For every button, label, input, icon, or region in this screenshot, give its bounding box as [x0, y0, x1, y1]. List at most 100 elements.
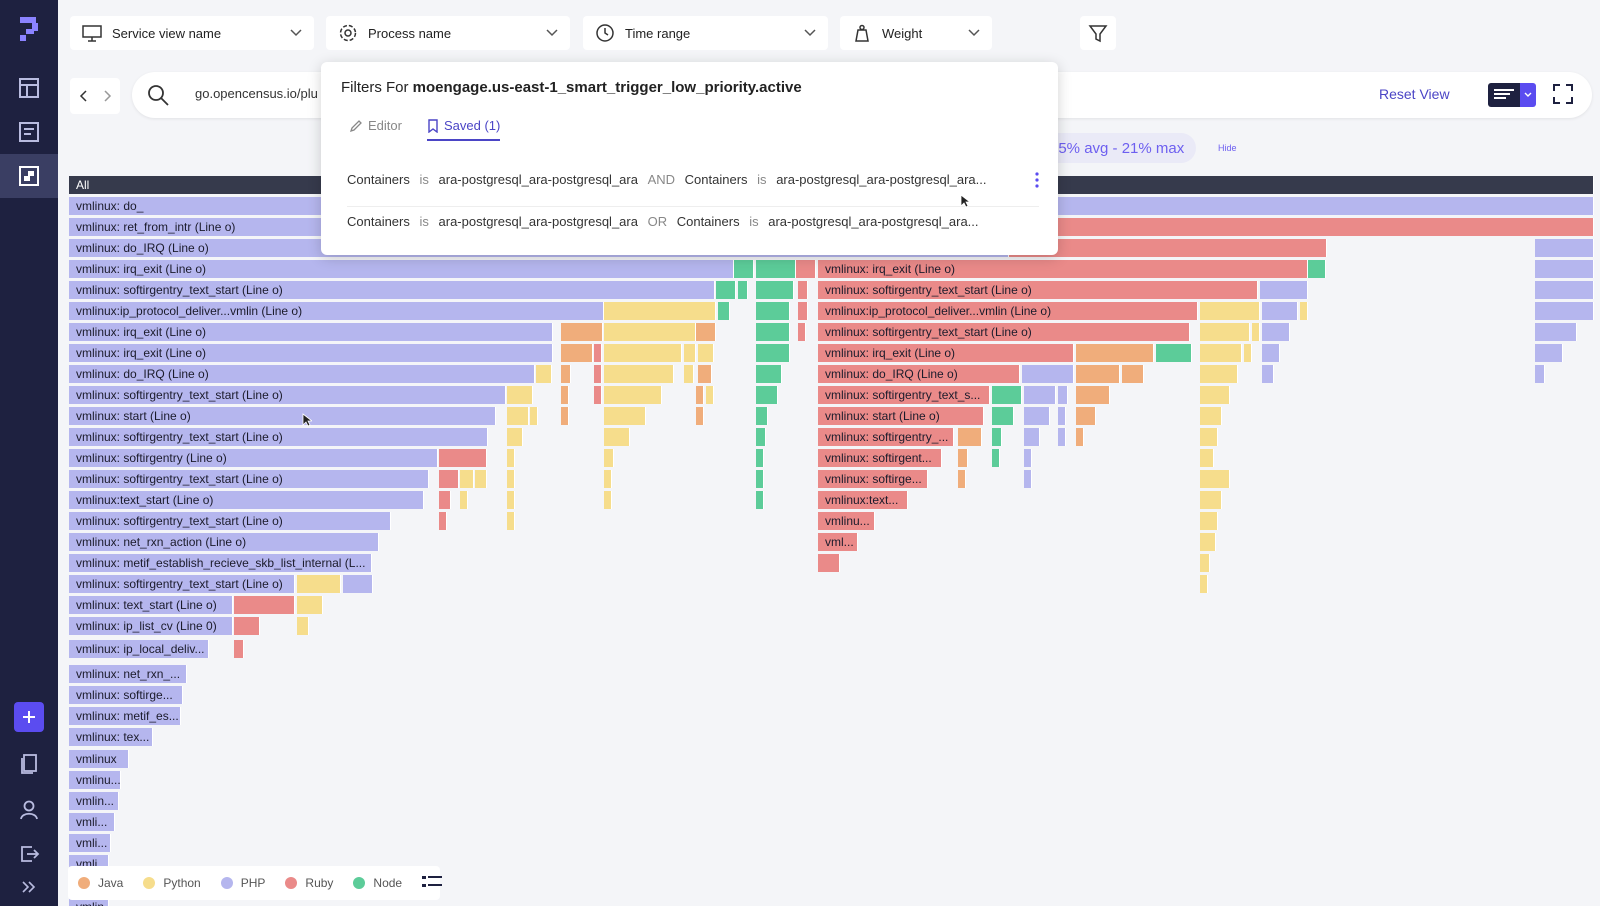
service-view-dropdown[interactable]: Service view name	[70, 16, 314, 50]
flame-frame[interactable]	[756, 491, 764, 509]
flame-frame[interactable]	[604, 344, 682, 362]
flame-frame[interactable]	[1076, 365, 1120, 383]
flame-frame[interactable]	[530, 407, 538, 425]
flame-frame[interactable]	[1058, 386, 1068, 404]
flame-frame[interactable]	[718, 302, 730, 320]
flame-frame[interactable]: vmlinux: text_start (Line o)	[69, 596, 233, 614]
legend-item-ruby[interactable]: Ruby	[285, 876, 333, 890]
reset-view-button[interactable]: Reset View	[1379, 86, 1450, 102]
flame-frame[interactable]: vmlinux: net_rxn_action (Line o)	[69, 533, 379, 551]
flame-frame[interactable]: vmlinux: ip_list_cv (Line 0)	[69, 617, 233, 635]
add-icon[interactable]	[14, 702, 44, 732]
flame-frame[interactable]: vmlinux: softirge...	[818, 470, 928, 488]
flame-frame[interactable]	[1300, 302, 1308, 320]
legend-item-python[interactable]: Python	[143, 876, 201, 890]
flame-frame[interactable]: vmlinux: start (Line o)	[69, 407, 496, 425]
flame-frame[interactable]	[1200, 407, 1222, 425]
flame-frame[interactable]	[1200, 575, 1208, 593]
flame-frame[interactable]	[1200, 386, 1230, 404]
flame-frame[interactable]: vmlinux: start (Line o)	[818, 407, 984, 425]
flame-frame[interactable]: vmlinux:ip_protocol_deliver...vmlin (Lin…	[818, 302, 1198, 320]
saved-filter-row[interactable]: Containers is ara-postgresql_ara-postgre…	[347, 214, 979, 229]
flame-frame[interactable]	[561, 407, 569, 425]
flame-frame[interactable]	[561, 386, 569, 404]
flame-frame[interactable]: vmlinux: ip_local_deliv...	[69, 640, 209, 658]
flame-frame[interactable]	[1076, 344, 1154, 362]
flame-frame[interactable]	[343, 575, 373, 593]
flame-frame[interactable]	[1058, 407, 1066, 425]
flame-frame[interactable]	[297, 575, 341, 593]
logout-icon[interactable]	[0, 832, 58, 876]
flame-frame[interactable]	[698, 365, 712, 383]
dashboard-icon[interactable]	[0, 66, 58, 110]
flame-frame[interactable]: vmlinux:text...	[818, 491, 908, 509]
flame-frame[interactable]	[1200, 533, 1216, 551]
flame-frame[interactable]	[1200, 470, 1230, 488]
flame-frame[interactable]	[1024, 470, 1032, 488]
flame-frame[interactable]	[1535, 323, 1577, 341]
flame-frame[interactable]	[756, 260, 796, 278]
forward-button[interactable]	[95, 78, 120, 114]
flame-frame[interactable]	[536, 365, 552, 383]
hide-button[interactable]: Hide	[1218, 143, 1237, 153]
flame-frame[interactable]	[992, 449, 1000, 467]
flame-frame[interactable]: vmlinu...	[69, 771, 121, 789]
tab-editor[interactable]: Editor	[349, 118, 402, 133]
reports-icon[interactable]	[0, 110, 58, 154]
flame-frame[interactable]	[594, 344, 602, 362]
flame-frame[interactable]	[604, 386, 662, 404]
flame-frame[interactable]	[1009, 239, 1327, 257]
flame-frame[interactable]: vmlinux: irq_exit (Line o)	[69, 323, 553, 341]
flame-frame[interactable]	[1076, 428, 1084, 446]
flame-frame[interactable]	[958, 428, 982, 446]
flame-frame[interactable]	[716, 281, 736, 299]
flame-frame[interactable]	[1076, 407, 1096, 425]
flame-frame[interactable]	[1535, 365, 1545, 383]
flame-frame[interactable]	[604, 428, 630, 446]
flame-frame[interactable]	[604, 365, 674, 383]
flame-frame[interactable]: vmlinu...	[818, 512, 875, 530]
flame-frame[interactable]	[507, 449, 515, 467]
flame-frame[interactable]	[756, 407, 768, 425]
flame-frame[interactable]	[561, 344, 593, 362]
flame-frame[interactable]: vmlinux: softirgentry (Line o)	[69, 449, 438, 467]
flame-frame[interactable]	[297, 617, 309, 635]
tab-saved[interactable]: Saved (1)	[427, 118, 501, 141]
flame-frame[interactable]	[696, 323, 716, 341]
filter-button[interactable]	[1080, 16, 1116, 50]
flame-frame[interactable]	[1024, 407, 1050, 425]
flame-frame[interactable]	[1200, 323, 1250, 341]
flame-frame[interactable]: vmlinux: softirgentry_text_start (Line o…	[818, 323, 1190, 341]
flame-frame[interactable]	[604, 407, 646, 425]
flame-frame[interactable]	[1535, 281, 1594, 299]
flame-frame[interactable]	[1200, 302, 1260, 320]
flame-frame[interactable]	[756, 449, 764, 467]
flame-frame[interactable]	[992, 386, 1022, 404]
flame-frame[interactable]	[594, 386, 602, 404]
flame-frame[interactable]	[604, 470, 612, 488]
flame-frame[interactable]	[1200, 449, 1214, 467]
flame-frame[interactable]	[1535, 344, 1563, 362]
saved-filter-row[interactable]: Containers is ara-postgresql_ara-postgre…	[347, 172, 986, 187]
flame-frame[interactable]	[958, 449, 968, 467]
logo-icon[interactable]	[0, 6, 58, 50]
flame-frame[interactable]	[1535, 239, 1594, 257]
flame-frame[interactable]	[234, 640, 244, 658]
flame-frame[interactable]: vmlinux: softirge...	[69, 686, 183, 704]
flame-frame[interactable]: vmlinux: softirgentry_text_start (Line o…	[69, 470, 429, 488]
flame-frame[interactable]	[460, 491, 468, 509]
flame-frame[interactable]: vmlinux: softirgent...	[818, 449, 942, 467]
flame-frame[interactable]	[507, 386, 533, 404]
flame-frame[interactable]	[698, 344, 714, 362]
flame-frame[interactable]	[1024, 449, 1032, 467]
flame-frame[interactable]	[604, 449, 614, 467]
flame-frame[interactable]	[1308, 260, 1326, 278]
flame-frame[interactable]	[684, 365, 694, 383]
flame-frame[interactable]	[507, 512, 515, 530]
flame-frame[interactable]	[992, 428, 1002, 446]
legend-item-node[interactable]: Node	[353, 876, 402, 890]
flame-frame[interactable]	[561, 323, 603, 341]
flame-frame[interactable]	[798, 281, 808, 299]
flame-frame[interactable]	[756, 470, 764, 488]
flame-frame[interactable]	[1200, 365, 1238, 383]
